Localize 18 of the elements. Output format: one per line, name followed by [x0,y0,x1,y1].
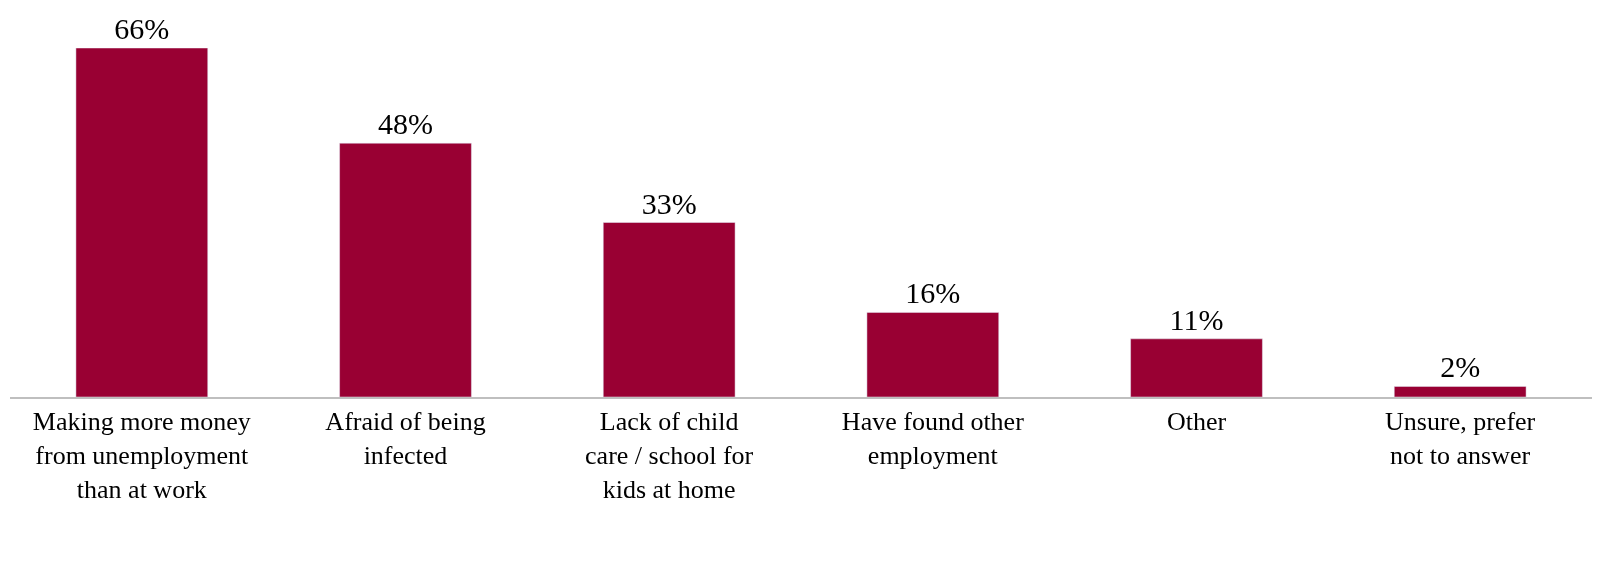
x-tick-label: Have found other employment [841,406,1025,470]
x-tick-label: Afraid of being infected [325,406,486,470]
bar [339,142,472,397]
data-label: 16% [905,276,961,310]
bar [1130,338,1263,397]
data-label: 11% [1169,302,1224,336]
bar [75,48,208,397]
data-label: 48% [378,107,433,141]
bar [866,312,999,397]
x-tick-label: Lack of child care / school for kids at home [585,406,754,504]
x-tick-label: Unsure, prefer not to answer [1385,406,1536,470]
x-tick-label: Other [1166,406,1227,436]
bar [603,222,736,397]
x-tick-label: Making more money from unemployment than at work [32,406,251,504]
data-label: 66% [114,12,170,45]
data-label: 2% [1440,350,1481,384]
bar [1394,386,1527,397]
data-label: 33% [641,186,697,220]
